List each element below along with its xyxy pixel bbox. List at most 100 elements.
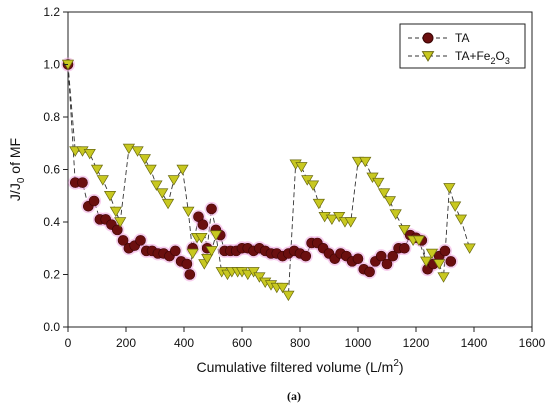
data-point-ta — [117, 235, 129, 246]
data-point-ta — [88, 195, 100, 207]
series-line-fe — [67, 64, 471, 297]
x-tick-label: 600 — [232, 336, 252, 350]
x-tick-label: 800 — [290, 336, 310, 350]
x-tick-label: 1000 — [345, 336, 372, 350]
data-point-ta — [135, 235, 146, 246]
data-point-ta-fe2o3 — [282, 290, 295, 302]
data-point-ta-fe2o3 — [161, 198, 175, 210]
data-point-ta-fe2o3 — [454, 214, 468, 226]
y-tick-label: 0.2 — [43, 268, 60, 282]
data-point-ta-fe2o3 — [83, 149, 96, 160]
data-point-ta-fe2o3 — [167, 175, 180, 186]
data-point-ta-fe2o3 — [96, 175, 109, 186]
legend: TA TA+Fe2O3 — [399, 23, 526, 69]
data-point-ta — [112, 224, 123, 236]
data-point-ta-fe2o3 — [433, 259, 446, 270]
legend-marker-ta-fe2o3 — [421, 51, 435, 62]
data-point-ta-fe2o3 — [398, 225, 411, 236]
data-point-ta-fe2o3 — [253, 272, 266, 283]
y-tick-label: 0.4 — [43, 215, 60, 229]
data-point-ta — [364, 266, 375, 278]
data-point-ta-fe2o3 — [122, 143, 136, 155]
data-point-ta-fe2o3 — [389, 209, 402, 220]
y-tick-label: 0.6 — [43, 163, 60, 177]
legend-box — [399, 23, 526, 69]
data-point-ta-fe2o3 — [443, 183, 456, 194]
data-point-ta-fe2o3 — [109, 206, 122, 218]
data-point-ta-fe2o3 — [325, 214, 339, 226]
data-point-ta-fe2o3 — [295, 162, 308, 173]
x-tick-label: 0 — [65, 336, 72, 350]
data-point-ta-fe2o3 — [103, 191, 117, 202]
x-axis-title-sup: 2 — [393, 358, 399, 369]
data-point-ta-fe2o3 — [138, 154, 151, 165]
legend-marker-ta — [422, 32, 434, 44]
data-point-ta-fe2o3 — [306, 180, 320, 191]
x-tick-label: 1400 — [461, 336, 488, 350]
x-tick-label: 1200 — [403, 336, 430, 350]
data-point-ta-fe2o3 — [333, 212, 346, 223]
y-tick-label: 1.2 — [43, 5, 60, 19]
y-tick-label: 0.0 — [43, 320, 60, 334]
data-point-ta-fe2o3 — [90, 164, 104, 176]
data-point-ta-fe2o3 — [312, 198, 325, 210]
data-point-ta — [300, 250, 312, 262]
data-point-ta-fe2o3 — [144, 164, 157, 176]
data-point-ta-fe2o3 — [209, 230, 223, 241]
data-point-ta-fe2o3 — [176, 164, 189, 176]
legend-entry-ta: TA — [408, 31, 469, 45]
data-point-ta-fe2o3 — [344, 217, 357, 228]
data-point-ta-fe2o3 — [359, 156, 372, 168]
x-tick-label: 200 — [116, 336, 136, 350]
data-point-ta — [399, 242, 410, 254]
data-point-ta — [170, 245, 181, 257]
ticks-layer: 0 200 400 600 800 1000 1200 1400 1600 0.0 0.2 0.4 0.… — [43, 5, 545, 350]
data-point-ta-fe2o3 — [182, 206, 195, 218]
data-point-ta-fe2o3 — [195, 233, 208, 244]
data-point-ta — [439, 245, 451, 257]
data-point-ta-fe2o3 — [301, 175, 314, 186]
data-point-ta-fe2o3 — [156, 188, 169, 199]
data-point-ta-fe2o3 — [420, 256, 433, 268]
data-point-ta-fe2o3 — [186, 248, 199, 260]
data-point-ta — [381, 258, 393, 270]
data-point-ta-fe2o3 — [383, 196, 397, 207]
series-layer — [61, 57, 476, 302]
data-point-ta — [197, 219, 209, 230]
figure-caption: (a) — [287, 389, 301, 403]
x-axis-title: Cumulative filtered volume (L/m2) — [196, 358, 403, 375]
data-point-ta — [77, 177, 88, 188]
y-axis-title-sub: 0 — [16, 177, 27, 183]
x-tick-label: 400 — [174, 336, 194, 350]
data-point-ta — [387, 250, 399, 262]
data-point-ta — [181, 258, 193, 270]
x-tick-label: 1600 — [519, 336, 546, 350]
y-axis-title: J/J0 of MF — [7, 138, 27, 201]
data-point-ta-fe2o3 — [205, 246, 218, 257]
y-tick-label: 1.0 — [43, 58, 60, 72]
data-point-ta — [184, 269, 196, 280]
data-point-ta-fe2o3 — [276, 282, 289, 294]
data-point-ta-fe2o3 — [425, 248, 439, 260]
data-point-ta-fe2o3 — [241, 269, 254, 281]
data-point-ta-fe2o3 — [247, 267, 260, 278]
data-point-ta — [352, 253, 364, 265]
data-point-ta-fe2o3 — [131, 146, 144, 157]
data-point-ta-fe2o3 — [150, 180, 163, 191]
data-point-ta-fe2o3 — [412, 235, 426, 247]
data-point-ta — [375, 250, 387, 262]
legend-label-ta-fe2o3: TA+Fe2O3 — [455, 49, 510, 66]
data-point-ta-fe2o3 — [437, 272, 450, 283]
data-point-ta — [206, 203, 217, 215]
y-tick-label: 0.8 — [43, 110, 60, 124]
legend-entry-ta-fe2o3: TA+Fe2O3 — [408, 49, 510, 66]
data-point-ta-fe2o3 — [114, 217, 127, 228]
legend-label-ta: TA — [455, 31, 469, 45]
data-point-ta-fe2o3 — [449, 201, 462, 212]
data-point-ta-fe2o3 — [377, 188, 391, 199]
data-point-ta-fe2o3 — [366, 172, 379, 184]
data-point-ta-fe2o3 — [463, 243, 476, 254]
data-point-ta-fe2o3 — [201, 254, 214, 265]
data-point-ta-fe2o3 — [372, 177, 385, 189]
